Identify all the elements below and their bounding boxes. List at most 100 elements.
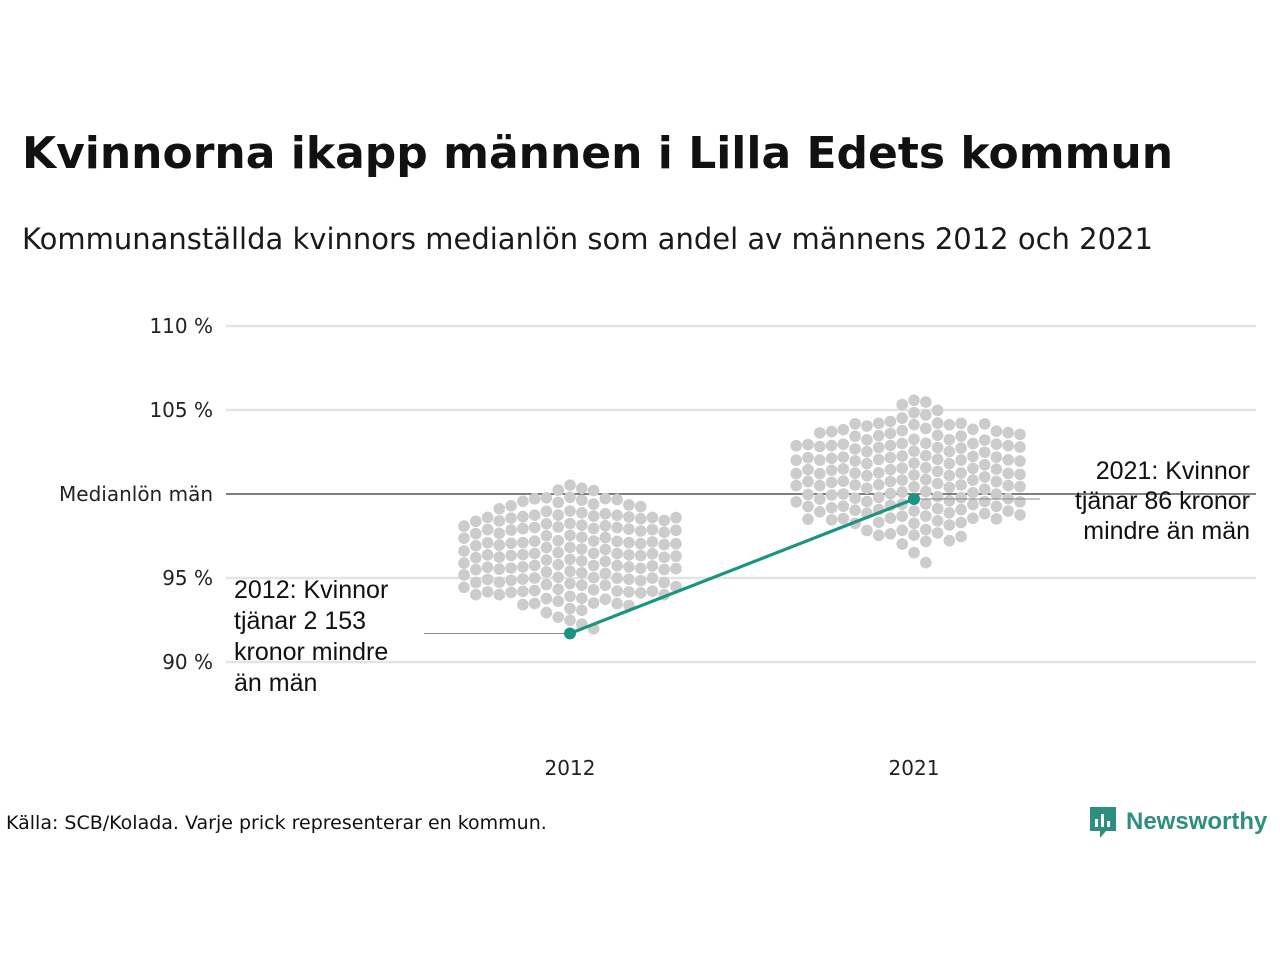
municipality-dot <box>564 614 576 627</box>
municipality-dot <box>481 537 494 549</box>
municipality-dot <box>587 498 600 510</box>
municipality-dot <box>943 457 956 470</box>
municipality-dot <box>931 453 944 466</box>
municipality-dot <box>931 417 944 429</box>
municipality-dot <box>872 467 885 479</box>
municipality-dot <box>896 486 908 498</box>
municipality-dot <box>576 567 588 579</box>
municipality-dot <box>955 503 967 516</box>
municipality-dot <box>576 555 588 567</box>
municipality-dot <box>884 475 897 488</box>
municipality-dot <box>587 584 600 596</box>
municipality-dot <box>599 555 612 568</box>
municipality-dot <box>802 438 814 451</box>
municipality-dot <box>990 425 1003 438</box>
municipality-dot <box>481 586 494 598</box>
municipality-dot <box>634 587 647 599</box>
municipality-dot <box>837 500 850 512</box>
municipality-dot <box>576 592 588 605</box>
municipality-dot <box>670 511 682 524</box>
municipality-dot <box>908 469 920 481</box>
municipality-dot <box>967 462 979 475</box>
municipality-dot <box>849 504 861 516</box>
municipality-dot <box>481 511 494 524</box>
municipality-dot <box>931 429 944 442</box>
municipality-dot <box>540 566 553 578</box>
municipality-dot <box>814 440 826 453</box>
municipality-dot <box>967 512 979 525</box>
municipality-dot <box>517 495 529 508</box>
municipality-dot <box>517 548 529 561</box>
municipality-dot <box>1002 426 1014 439</box>
brand-name: Newsworthy <box>1126 808 1268 835</box>
municipality-dot <box>943 419 956 431</box>
municipality-dot <box>552 571 564 584</box>
municipality-dot <box>884 487 897 500</box>
municipality-dot <box>658 551 670 564</box>
municipality-dot <box>646 536 659 548</box>
municipality-dot <box>611 521 623 534</box>
municipality-dot <box>505 586 517 599</box>
municipality-dot <box>896 450 908 462</box>
municipality-dot <box>990 513 1003 525</box>
municipality-dot <box>920 498 932 510</box>
municipality-dot <box>540 578 553 591</box>
municipality-dot <box>587 510 600 522</box>
municipality-dot <box>481 561 494 574</box>
municipality-dot <box>564 491 576 504</box>
municipality-dot <box>528 509 541 521</box>
municipality-dot <box>790 467 802 480</box>
municipality-dot <box>861 524 873 537</box>
municipality-dot <box>920 510 932 522</box>
municipality-dot <box>599 508 612 520</box>
municipality-dot <box>1014 441 1026 453</box>
municipality-dot <box>849 430 861 443</box>
municipality-dot <box>861 457 873 470</box>
municipality-dot <box>611 559 623 572</box>
annotation-line: än män <box>234 669 317 697</box>
municipality-dot <box>943 481 956 494</box>
municipality-dot <box>528 597 541 610</box>
municipality-dot <box>849 492 861 505</box>
municipality-dot <box>470 515 482 528</box>
municipality-dot <box>611 547 623 560</box>
municipality-dot <box>990 451 1003 464</box>
municipality-dot <box>990 438 1003 451</box>
municipality-dot <box>920 535 932 548</box>
municipality-dot <box>825 502 838 514</box>
municipality-dot <box>861 482 873 495</box>
municipality-dot <box>564 479 576 492</box>
municipality-dot <box>540 592 553 605</box>
municipality-dot <box>849 467 861 479</box>
municipality-dot <box>1014 455 1026 467</box>
municipality-dot <box>837 451 850 463</box>
municipality-dot <box>528 493 541 505</box>
municipality-dot <box>517 585 529 598</box>
municipality-dot <box>458 545 470 557</box>
municipality-dot <box>896 462 908 475</box>
municipality-dot <box>634 549 647 562</box>
municipality-dot <box>814 479 826 492</box>
municipality-dot <box>931 477 944 490</box>
municipality-dot <box>493 588 506 601</box>
municipality-dot <box>884 427 897 440</box>
municipality-dot <box>576 494 588 506</box>
municipality-dot <box>552 496 564 509</box>
municipality-dot <box>634 562 647 575</box>
municipality-dot <box>611 585 623 597</box>
municipality-dot <box>564 565 576 578</box>
municipality-dot <box>1002 454 1014 466</box>
municipality-dot <box>611 535 623 548</box>
annotation-line: 2021: Kvinnor <box>1096 457 1250 485</box>
annotation-2012: 2012: Kvinnor tjänar 2 153 kronor mindre än… <box>234 576 388 697</box>
municipality-dot <box>587 535 600 547</box>
municipality-dot <box>458 569 470 581</box>
municipality-dot <box>802 500 814 513</box>
y-tick-label: 95 % <box>162 566 213 590</box>
municipality-dot <box>658 538 670 551</box>
municipality-dot <box>634 500 647 513</box>
municipality-dot <box>908 481 920 493</box>
municipality-dot <box>658 563 670 576</box>
municipality-dot <box>564 590 576 603</box>
